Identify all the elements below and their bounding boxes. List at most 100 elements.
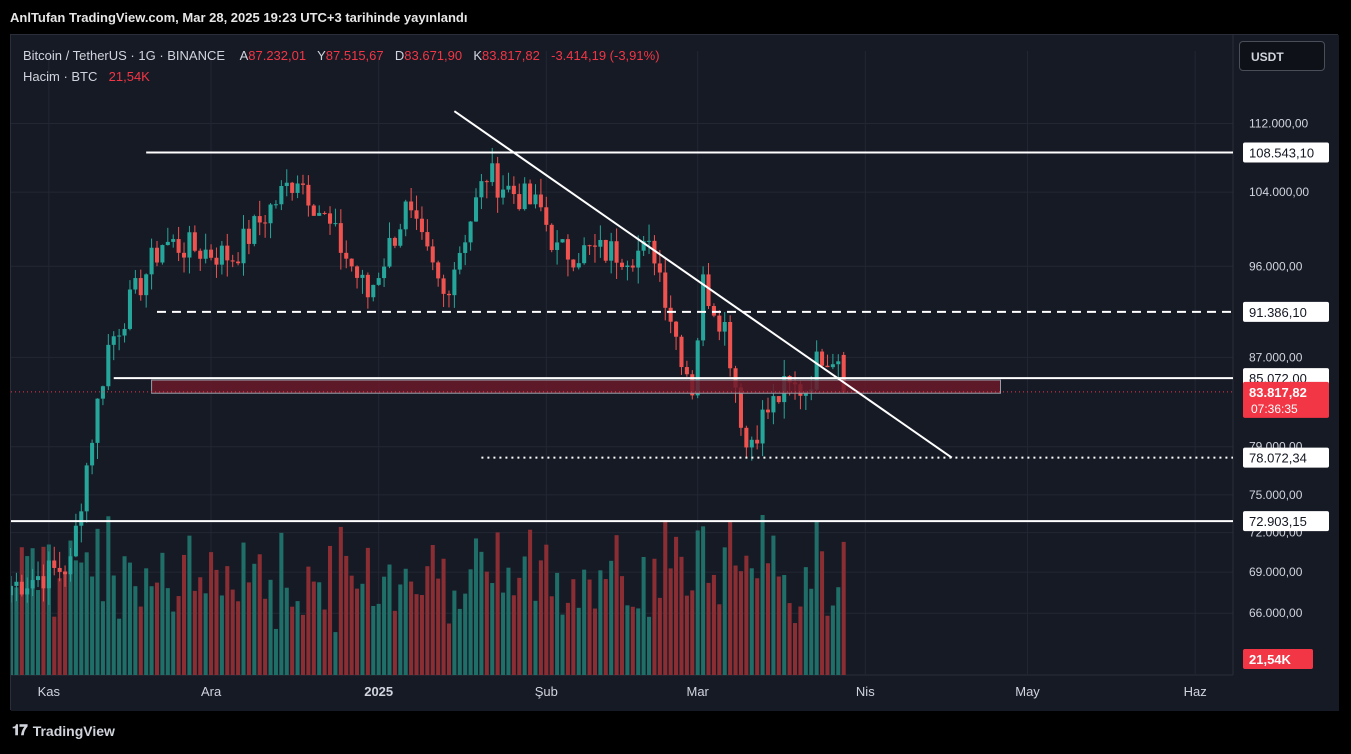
candle-body[interactable] — [181, 252, 187, 258]
candle-body[interactable] — [533, 194, 538, 205]
candle-body[interactable] — [73, 525, 78, 557]
candle-body[interactable] — [576, 263, 581, 268]
candle-body[interactable] — [387, 237, 392, 267]
candle-body[interactable] — [787, 376, 792, 383]
candle-body[interactable] — [95, 398, 100, 443]
candle-body[interactable] — [565, 239, 570, 260]
candle-body[interactable] — [365, 274, 370, 298]
candle-body[interactable] — [63, 571, 68, 575]
candle-body[interactable] — [441, 278, 446, 294]
candle-body[interactable] — [555, 242, 560, 250]
candle-body[interactable] — [652, 240, 657, 264]
candle-body[interactable] — [468, 221, 473, 243]
candle-body[interactable] — [668, 307, 673, 322]
candle-body[interactable] — [30, 580, 35, 589]
candle-body[interactable] — [409, 201, 414, 211]
candle-body[interactable] — [755, 439, 760, 444]
candle-body[interactable] — [333, 223, 338, 225]
candle-body[interactable] — [252, 216, 257, 244]
candle-body[interactable] — [814, 351, 819, 390]
candle-body[interactable] — [830, 364, 835, 368]
candle-body[interactable] — [398, 229, 403, 246]
candle-body[interactable] — [463, 242, 468, 253]
candle-body[interactable] — [317, 212, 322, 216]
candle-body[interactable] — [674, 321, 679, 337]
candle-body[interactable] — [284, 182, 289, 187]
candle-body[interactable] — [501, 189, 506, 198]
candle-body[interactable] — [592, 245, 597, 247]
candle-body[interactable] — [511, 185, 516, 195]
candle-body[interactable] — [57, 567, 62, 572]
candle-body[interactable] — [279, 186, 284, 205]
candle-body[interactable] — [636, 250, 641, 268]
candle-body[interactable] — [414, 210, 419, 219]
candle-body[interactable] — [841, 354, 846, 392]
candle-body[interactable] — [322, 212, 327, 214]
candle-body[interactable] — [619, 262, 625, 268]
candle-body[interactable] — [679, 336, 684, 368]
candle-body[interactable] — [436, 262, 441, 279]
candle-body[interactable] — [192, 232, 197, 251]
candle-body[interactable] — [149, 247, 154, 275]
candle-body[interactable] — [349, 258, 354, 267]
candle-body[interactable] — [236, 261, 241, 264]
candle-body[interactable] — [528, 183, 533, 205]
candle-body[interactable] — [14, 581, 19, 586]
candle-body[interactable] — [295, 183, 300, 193]
candle-body[interactable] — [230, 260, 235, 262]
candle-body[interactable] — [701, 274, 706, 341]
candle-body[interactable] — [425, 232, 430, 247]
candle-body[interactable] — [522, 183, 527, 210]
candle-body[interactable] — [371, 284, 376, 298]
candle-body[interactable] — [820, 351, 825, 366]
candle-body[interactable] — [111, 336, 116, 345]
candle-body[interactable] — [614, 241, 619, 263]
candle-body[interactable] — [209, 249, 214, 258]
candle-body[interactable] — [257, 216, 262, 223]
candle-body[interactable] — [241, 228, 246, 264]
candle-body[interactable] — [198, 250, 203, 259]
candle-body[interactable] — [657, 263, 662, 273]
candle-body[interactable] — [452, 269, 457, 296]
candle-body[interactable] — [382, 266, 387, 279]
candle-body[interactable] — [776, 396, 781, 403]
candle-body[interactable] — [344, 252, 349, 259]
candle-body[interactable] — [560, 239, 565, 243]
candle-body[interactable] — [46, 560, 51, 589]
symbol-title[interactable]: Bitcoin / TetherUS · 1G · BINANCE — [23, 48, 226, 63]
candle-body[interactable] — [219, 245, 224, 265]
candle-body[interactable] — [376, 278, 381, 285]
candle-body[interactable] — [225, 245, 230, 261]
candle-body[interactable] — [571, 259, 576, 268]
candle-body[interactable] — [154, 247, 160, 263]
candle-body[interactable] — [717, 315, 722, 332]
candle-body[interactable] — [706, 274, 711, 307]
candle-body[interactable] — [392, 237, 397, 246]
candle-body[interactable] — [587, 245, 592, 247]
candle-body[interactable] — [663, 272, 668, 308]
currency-button[interactable]: USDT — [1239, 41, 1325, 71]
candle-body[interactable] — [360, 274, 365, 278]
candle-body[interactable] — [722, 322, 727, 332]
candle-body[interactable] — [273, 204, 278, 206]
candle-body[interactable] — [598, 239, 603, 247]
candle-body[interactable] — [825, 365, 830, 368]
price-chart[interactable]: 112.000,00104.000,0096.000,0087.000,0079… — [11, 35, 1339, 711]
candle-body[interactable] — [609, 241, 614, 261]
candle-body[interactable] — [300, 183, 306, 185]
candle-body[interactable] — [203, 249, 208, 259]
candle-body[interactable] — [728, 322, 733, 369]
candle-body[interactable] — [90, 442, 95, 466]
support-zone[interactable] — [151, 379, 1001, 394]
candle-body[interactable] — [355, 266, 360, 278]
candle-body[interactable] — [836, 361, 841, 365]
candle-body[interactable] — [160, 245, 165, 263]
trend-line[interactable] — [453, 110, 953, 459]
candle-body[interactable] — [165, 241, 170, 246]
candle-body[interactable] — [603, 239, 608, 261]
candle-body[interactable] — [647, 240, 652, 242]
candle-body[interactable] — [176, 239, 181, 253]
candle-body[interactable] — [538, 194, 543, 208]
candle-body[interactable] — [327, 213, 333, 224]
candle-body[interactable] — [11, 585, 14, 596]
